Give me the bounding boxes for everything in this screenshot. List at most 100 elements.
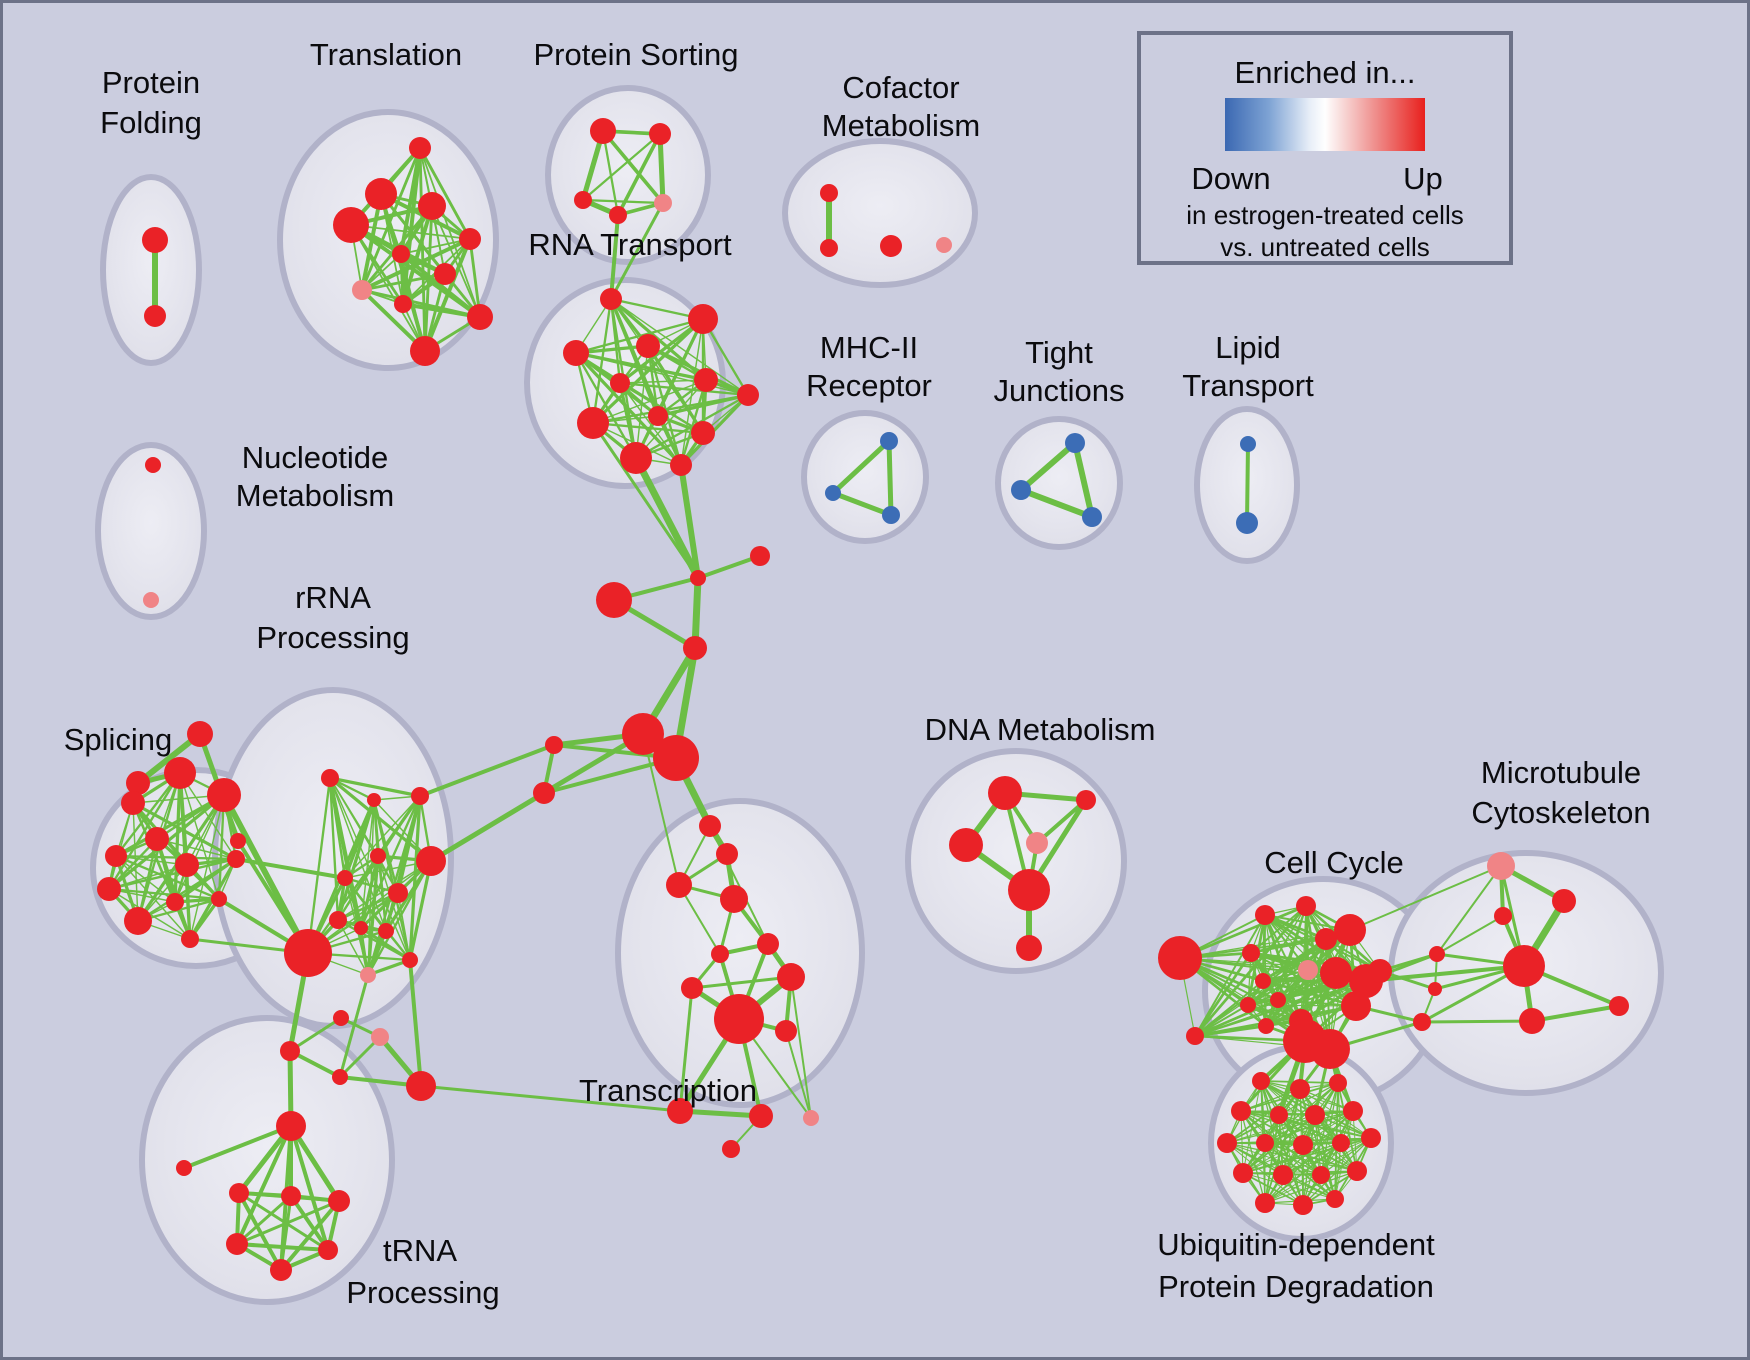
- network-node-cofactor-1[interactable]: [820, 239, 838, 257]
- network-node-splicing-0[interactable]: [164, 757, 196, 789]
- network-node-rrna-1[interactable]: [367, 793, 381, 807]
- network-node-microtubule-5[interactable]: [1609, 996, 1629, 1016]
- network-node-cell_cycle-15[interactable]: [1186, 1027, 1204, 1045]
- network-node-trna-3[interactable]: [281, 1186, 301, 1206]
- network-node-bridge2-3[interactable]: [371, 1028, 389, 1046]
- network-node-spine-5[interactable]: [653, 735, 699, 781]
- network-node-trna-1[interactable]: [176, 1160, 192, 1176]
- network-node-cell_cycle-0[interactable]: [1158, 936, 1202, 980]
- network-node-rna_transport-6[interactable]: [737, 384, 759, 406]
- network-node-trna-7[interactable]: [270, 1259, 292, 1281]
- network-node-transcription-7[interactable]: [714, 994, 764, 1044]
- network-node-rna_transport-8[interactable]: [648, 406, 668, 426]
- network-node-ubiquitin-4[interactable]: [1270, 1106, 1288, 1124]
- network-node-translation-7[interactable]: [352, 280, 372, 300]
- network-node-ubiquitin-13[interactable]: [1273, 1165, 1293, 1185]
- network-node-cell_cycle-3[interactable]: [1334, 914, 1366, 946]
- network-node-rna_transport-11[interactable]: [670, 454, 692, 476]
- network-node-rna_transport-9[interactable]: [691, 421, 715, 445]
- network-node-transcription-9[interactable]: [775, 1020, 797, 1042]
- network-node-translation-0[interactable]: [409, 137, 431, 159]
- network-node-bridge2-2[interactable]: [406, 1071, 436, 1101]
- network-node-spine-4[interactable]: [622, 713, 664, 755]
- network-node-bridge2-0[interactable]: [280, 1041, 300, 1061]
- network-node-splicing-1[interactable]: [207, 778, 241, 812]
- network-node-spine-1[interactable]: [750, 546, 770, 566]
- network-node-rrna-3[interactable]: [370, 848, 386, 864]
- network-node-translation-2[interactable]: [333, 207, 369, 243]
- network-node-transcription-5[interactable]: [711, 945, 729, 963]
- network-node-cell_cycle-18[interactable]: [1310, 1029, 1350, 1069]
- network-node-splicing-3[interactable]: [145, 827, 169, 851]
- network-node-cofactor-3[interactable]: [936, 237, 952, 253]
- network-node-bridge2-1[interactable]: [332, 1069, 348, 1085]
- network-node-protein_sorting-2[interactable]: [574, 191, 592, 209]
- network-node-ubiquitin-0[interactable]: [1252, 1072, 1270, 1090]
- network-node-transcription-3[interactable]: [720, 885, 748, 913]
- network-node-dna-1[interactable]: [1076, 790, 1096, 810]
- network-node-ubiquitin-5[interactable]: [1305, 1105, 1325, 1125]
- network-node-rrna-12[interactable]: [402, 952, 418, 968]
- network-node-translation-3[interactable]: [418, 192, 446, 220]
- network-node-microtubule-4[interactable]: [1519, 1008, 1545, 1034]
- network-node-cell_cycle-11[interactable]: [1341, 991, 1371, 1021]
- network-node-nucleotide-0[interactable]: [145, 457, 161, 473]
- network-node-spine-2[interactable]: [596, 582, 632, 618]
- network-node-splicing-11[interactable]: [181, 930, 199, 948]
- network-node-transcription-13[interactable]: [722, 1140, 740, 1158]
- network-node-cell_cycle-6[interactable]: [1298, 960, 1318, 980]
- network-node-rrna-10[interactable]: [284, 929, 332, 977]
- network-node-ubiquitin-3[interactable]: [1231, 1101, 1251, 1121]
- network-node-mhc-0[interactable]: [880, 432, 898, 450]
- network-node-dna-5[interactable]: [1016, 935, 1042, 961]
- network-node-splicing-5[interactable]: [175, 853, 199, 877]
- network-node-rrna-11[interactable]: [360, 967, 376, 983]
- network-node-protein_sorting-3[interactable]: [609, 206, 627, 224]
- network-node-cell_cycle-14[interactable]: [1258, 1018, 1274, 1034]
- network-node-mhc-1[interactable]: [825, 485, 841, 501]
- network-node-cell_cycle-12[interactable]: [1368, 959, 1392, 983]
- network-node-microtubule-0[interactable]: [1487, 852, 1515, 880]
- network-node-trna-0[interactable]: [276, 1111, 306, 1141]
- network-node-trna-4[interactable]: [328, 1190, 350, 1212]
- network-node-spine-3[interactable]: [683, 636, 707, 660]
- network-node-rna_transport-2[interactable]: [636, 334, 660, 358]
- network-node-cofactor-0[interactable]: [820, 184, 838, 202]
- network-node-transcription-11[interactable]: [749, 1104, 773, 1128]
- network-node-microtubule-6[interactable]: [1429, 946, 1445, 962]
- network-node-dna-3[interactable]: [949, 828, 983, 862]
- network-node-translation-1[interactable]: [365, 178, 397, 210]
- network-node-translation-5[interactable]: [392, 245, 410, 263]
- network-node-transcription-10[interactable]: [667, 1098, 693, 1124]
- network-node-protein_folding-1[interactable]: [144, 305, 166, 327]
- network-node-ubiquitin-14[interactable]: [1312, 1166, 1330, 1184]
- network-node-dna-0[interactable]: [988, 776, 1022, 810]
- network-node-splicing-10[interactable]: [124, 907, 152, 935]
- network-node-transcription-12[interactable]: [803, 1110, 819, 1126]
- network-node-ubiquitin-10[interactable]: [1332, 1134, 1350, 1152]
- network-node-ubiquitin-2[interactable]: [1329, 1074, 1347, 1092]
- network-node-trna-6[interactable]: [318, 1240, 338, 1260]
- network-node-transcription-4[interactable]: [757, 933, 779, 955]
- network-node-splicing-2[interactable]: [121, 791, 145, 815]
- network-node-rrna-6[interactable]: [388, 883, 408, 903]
- network-node-triangle-1[interactable]: [126, 771, 150, 795]
- network-node-transcription-8[interactable]: [777, 963, 805, 991]
- network-node-ubiquitin-8[interactable]: [1256, 1134, 1274, 1152]
- network-node-ubiquitin-9[interactable]: [1293, 1135, 1313, 1155]
- network-node-splicing-8[interactable]: [166, 893, 184, 911]
- network-node-microtubule-1[interactable]: [1552, 889, 1576, 913]
- network-node-cell_cycle-1[interactable]: [1255, 905, 1275, 925]
- network-node-ubiquitin-17[interactable]: [1293, 1195, 1313, 1215]
- network-node-splicing-7[interactable]: [97, 877, 121, 901]
- network-node-spine-6[interactable]: [545, 736, 563, 754]
- network-node-rna_transport-7[interactable]: [577, 407, 609, 439]
- network-node-rrna-5[interactable]: [416, 846, 446, 876]
- network-node-translation-6[interactable]: [434, 263, 456, 285]
- network-node-dna-4[interactable]: [1008, 869, 1050, 911]
- network-node-tight_junctions-1[interactable]: [1011, 480, 1031, 500]
- network-node-protein_sorting-4[interactable]: [654, 194, 672, 212]
- network-node-dna-2[interactable]: [1026, 832, 1048, 854]
- network-node-cell_cycle-2[interactable]: [1296, 896, 1316, 916]
- network-node-cell_cycle-8[interactable]: [1270, 992, 1286, 1008]
